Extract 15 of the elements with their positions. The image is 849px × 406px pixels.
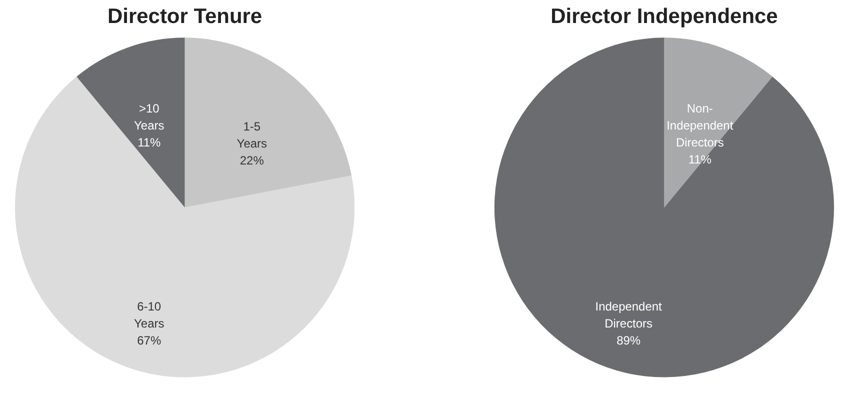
- chart-title: Director Independence: [550, 5, 778, 28]
- data-label: 22%: [240, 153, 264, 168]
- slice-label: >10 Years: [134, 101, 164, 132]
- slice-label: 6-10 Years: [134, 300, 164, 331]
- pie-slice: [76, 38, 185, 208]
- data-label: 11%: [138, 135, 162, 150]
- slice-label: 1-5 Years: [236, 119, 267, 150]
- chart-title: Director Tenure: [107, 5, 262, 28]
- data-label: 67%: [137, 333, 162, 348]
- pie-slice: [494, 38, 834, 378]
- pie-slice: [15, 76, 354, 378]
- pie-slice: [664, 38, 772, 208]
- data-label: 89%: [616, 333, 641, 348]
- pie-slice: [184, 38, 352, 208]
- slice-label: Independent Directors: [595, 300, 663, 331]
